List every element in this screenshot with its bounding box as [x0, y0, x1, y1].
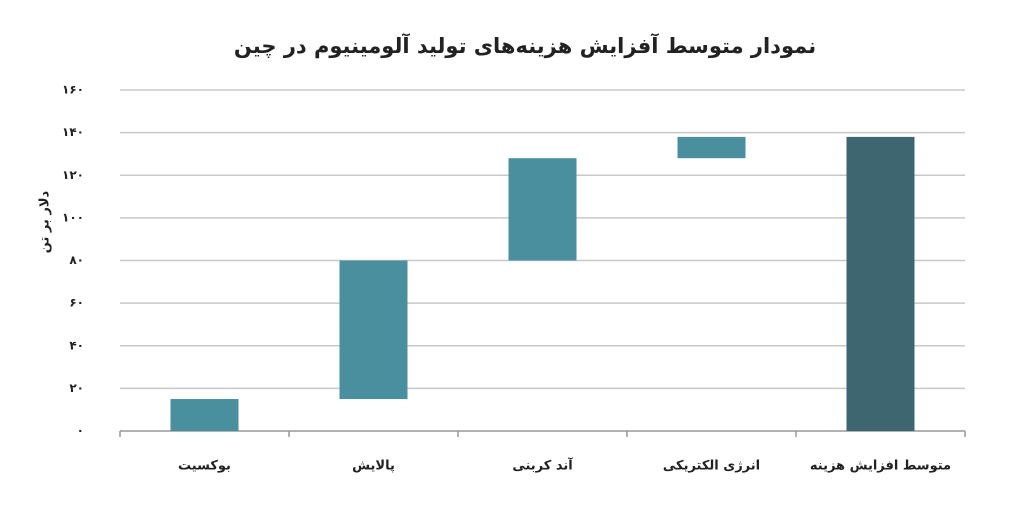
chart-title: نمودار متوسط آفزایش هزینه‌های تولید آلوم… — [234, 33, 816, 58]
x-tick-label: بوکسیت — [178, 459, 231, 474]
x-tick-label: انرژی الکتریکی — [663, 459, 760, 474]
x-tick-label: آند کربنی — [512, 457, 573, 474]
y-tick-label: ۲۰ — [69, 381, 84, 395]
bar — [846, 136, 915, 431]
y-tick-label: ۴۰ — [69, 338, 84, 352]
bar — [170, 399, 239, 431]
y-tick-label: ۱۲۰ — [62, 168, 84, 182]
y-tick-label: ۰ — [77, 424, 84, 438]
y-axis-label: دلار بر تن — [38, 190, 53, 253]
y-tick-label: ۱۶۰ — [62, 83, 84, 97]
x-tick-label: پالایش — [352, 459, 395, 474]
bar — [677, 136, 746, 159]
bar — [508, 158, 577, 261]
y-tick-label: ۱۰۰ — [62, 210, 84, 224]
y-tick-label: ۱۴۰ — [62, 125, 84, 139]
y-tick-label: ۸۰ — [69, 253, 84, 267]
x-tick-label: متوسط افزایش هزینه — [810, 459, 951, 474]
y-tick-label: ۶۰ — [69, 296, 84, 310]
bar — [339, 260, 408, 400]
